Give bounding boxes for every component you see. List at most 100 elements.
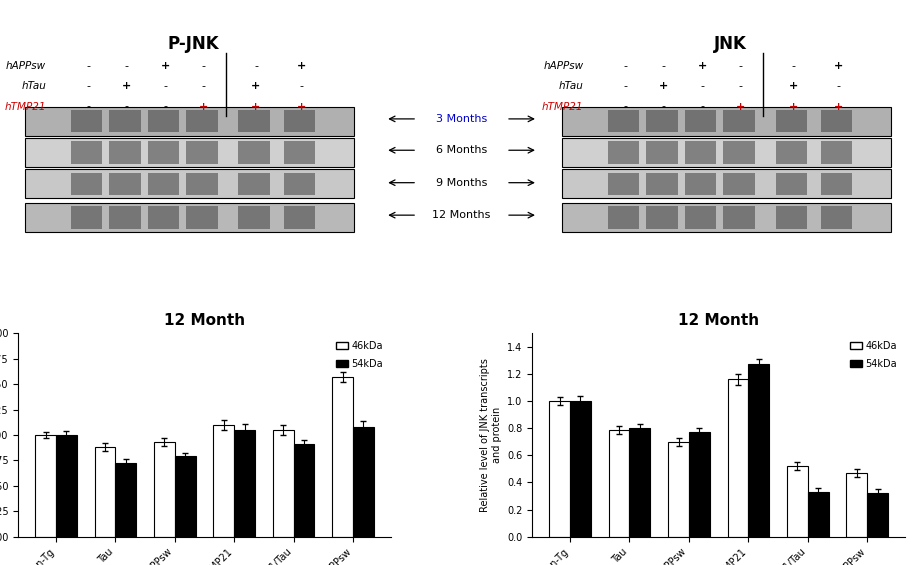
Text: -: - bbox=[662, 61, 665, 71]
Text: hTau: hTau bbox=[558, 81, 583, 92]
Text: JNK: JNK bbox=[714, 35, 747, 53]
Bar bbox=[284, 141, 315, 164]
Bar bbox=[562, 107, 891, 136]
Bar bbox=[728, 379, 749, 537]
Bar bbox=[723, 173, 755, 195]
Bar bbox=[646, 206, 677, 229]
Text: -: - bbox=[202, 61, 206, 71]
Text: +: + bbox=[789, 81, 798, 92]
Bar bbox=[70, 110, 102, 132]
Bar bbox=[115, 463, 136, 537]
Bar bbox=[284, 110, 315, 132]
Bar bbox=[239, 173, 270, 195]
Text: +: + bbox=[251, 81, 260, 92]
Text: -: - bbox=[86, 81, 90, 92]
Bar bbox=[284, 206, 315, 229]
Text: +: + bbox=[789, 102, 798, 112]
Bar bbox=[775, 206, 807, 229]
Text: -: - bbox=[739, 61, 742, 71]
Bar bbox=[608, 206, 639, 229]
Text: hAPPsw: hAPPsw bbox=[543, 61, 583, 71]
Bar bbox=[867, 493, 887, 537]
Bar bbox=[723, 206, 755, 229]
Text: +: + bbox=[736, 102, 745, 112]
Bar bbox=[689, 432, 709, 537]
Text: +: + bbox=[297, 102, 306, 112]
Bar bbox=[723, 110, 755, 132]
Bar bbox=[630, 428, 650, 537]
Bar bbox=[26, 170, 354, 198]
Text: -: - bbox=[163, 81, 167, 92]
Text: -: - bbox=[124, 102, 129, 112]
Text: -: - bbox=[124, 61, 129, 71]
Text: -: - bbox=[700, 102, 704, 112]
Text: -: - bbox=[836, 81, 841, 92]
Text: +: + bbox=[297, 61, 306, 71]
Bar bbox=[36, 435, 56, 537]
Bar bbox=[186, 206, 218, 229]
Text: +: + bbox=[251, 102, 260, 112]
Bar bbox=[109, 141, 141, 164]
Text: -: - bbox=[163, 102, 167, 112]
Bar bbox=[821, 173, 853, 195]
Title: 12 Month: 12 Month bbox=[678, 313, 760, 328]
Text: -: - bbox=[791, 61, 795, 71]
Bar bbox=[109, 110, 141, 132]
Bar bbox=[109, 206, 141, 229]
Bar bbox=[95, 447, 115, 537]
Legend: 46kDa, 54kDa: 46kDa, 54kDa bbox=[333, 338, 386, 372]
Bar bbox=[353, 427, 374, 537]
Text: hTMP21: hTMP21 bbox=[5, 102, 47, 112]
Bar bbox=[26, 203, 354, 232]
Text: -: - bbox=[623, 102, 627, 112]
Bar bbox=[646, 110, 677, 132]
Bar bbox=[562, 170, 891, 198]
Bar bbox=[70, 206, 102, 229]
Text: -: - bbox=[202, 81, 206, 92]
Bar bbox=[549, 401, 570, 537]
Text: +: + bbox=[659, 81, 668, 92]
Bar bbox=[685, 173, 716, 195]
Text: P-JNK: P-JNK bbox=[167, 35, 218, 53]
Bar bbox=[293, 444, 314, 537]
Bar bbox=[562, 203, 891, 232]
Bar bbox=[175, 457, 196, 537]
Bar bbox=[234, 430, 255, 537]
Bar bbox=[239, 110, 270, 132]
Bar bbox=[148, 110, 179, 132]
Bar bbox=[148, 141, 179, 164]
Bar bbox=[668, 442, 689, 537]
Bar bbox=[239, 141, 270, 164]
Bar bbox=[273, 430, 293, 537]
Bar bbox=[608, 141, 639, 164]
Bar bbox=[808, 492, 828, 537]
Text: -: - bbox=[623, 81, 627, 92]
Bar bbox=[186, 141, 218, 164]
Bar bbox=[56, 435, 77, 537]
Bar bbox=[821, 206, 853, 229]
Bar bbox=[775, 141, 807, 164]
Bar bbox=[685, 141, 716, 164]
Bar bbox=[846, 473, 867, 537]
Bar bbox=[239, 206, 270, 229]
Text: +: + bbox=[834, 61, 843, 71]
Bar bbox=[609, 429, 630, 537]
Bar bbox=[214, 425, 234, 537]
Text: -: - bbox=[700, 81, 704, 92]
Bar bbox=[562, 138, 891, 167]
Text: -: - bbox=[86, 61, 90, 71]
Legend: 46kDa, 54kDa: 46kDa, 54kDa bbox=[847, 338, 900, 372]
Bar bbox=[333, 377, 353, 537]
Bar bbox=[148, 173, 179, 195]
Bar bbox=[821, 141, 853, 164]
Title: 12 Month: 12 Month bbox=[164, 313, 245, 328]
Bar bbox=[646, 141, 677, 164]
Bar bbox=[109, 173, 141, 195]
Bar bbox=[608, 173, 639, 195]
Bar bbox=[775, 173, 807, 195]
Text: -: - bbox=[623, 61, 627, 71]
Bar bbox=[608, 110, 639, 132]
Text: 6 Months: 6 Months bbox=[436, 145, 487, 155]
Text: +: + bbox=[697, 61, 707, 71]
Text: +: + bbox=[122, 81, 132, 92]
